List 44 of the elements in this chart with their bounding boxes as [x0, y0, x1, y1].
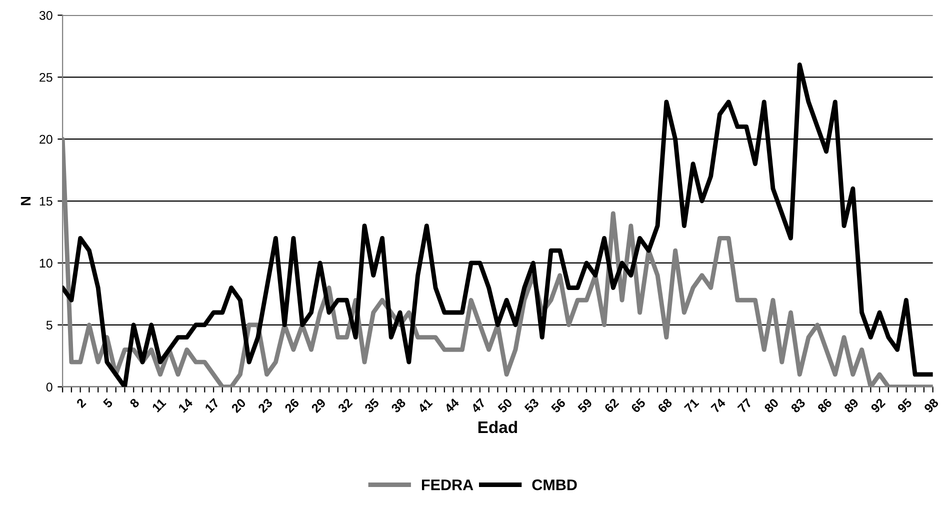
- y-tick-label: 30: [39, 11, 52, 20]
- y-tick-label: 25: [40, 72, 52, 82]
- x-tick-label: 92: [870, 398, 886, 414]
- x-tick-label: 11: [152, 398, 166, 412]
- x-tick-label: 23: [258, 398, 273, 414]
- x-tick-label: 20: [230, 398, 246, 414]
- x-tick-label: 74: [710, 398, 726, 414]
- y-tick-label: 15: [40, 196, 52, 206]
- x-tick-label: 98: [924, 398, 940, 414]
- x-tick-label: 41: [417, 398, 433, 414]
- legend-label: FEDRA: [422, 480, 474, 490]
- x-tick-label: 44: [444, 398, 460, 414]
- x-tick-label: 53: [524, 398, 540, 414]
- x-tick-label: 35: [364, 398, 380, 414]
- x-tick-label: 8: [129, 398, 140, 408]
- legend-label: CMBD: [532, 479, 577, 490]
- y-tick-label: 20: [40, 134, 52, 144]
- x-tick-label: 47: [470, 398, 486, 414]
- x-tick-label: 68: [657, 398, 673, 414]
- y-axis-title: N: [20, 196, 31, 206]
- x-axis-title: Edad: [478, 420, 517, 434]
- x-tick-label: 80: [764, 398, 780, 414]
- x-tick-label: 95: [896, 398, 912, 414]
- x-tick-label: 62: [604, 398, 620, 414]
- x-tick-label: 56: [550, 398, 566, 414]
- x-tick-label: 59: [577, 398, 593, 414]
- y-tick-label: 10: [40, 258, 52, 268]
- x-tick-label: 65: [630, 398, 646, 414]
- x-tick-label: 2: [76, 398, 86, 408]
- x-tick-label: 26: [284, 398, 300, 414]
- x-tick-label: 71: [684, 398, 700, 414]
- x-tick-label: 86: [816, 398, 832, 414]
- x-tick-label: 89: [844, 398, 860, 414]
- x-tick-label: 17: [204, 398, 220, 413]
- x-tick-label: 77: [737, 398, 752, 414]
- y-tick-label: 5: [46, 320, 52, 330]
- x-tick-label: 83: [790, 398, 806, 414]
- x-tick-label: 5: [102, 398, 114, 408]
- x-tick-label: 29: [310, 398, 326, 414]
- x-tick-label: 32: [337, 398, 353, 414]
- x-tick-label: 14: [178, 398, 194, 413]
- x-tick-label: 38: [390, 398, 406, 414]
- x-tick-label: 50: [497, 398, 513, 414]
- y-tick-label: 0: [46, 382, 52, 392]
